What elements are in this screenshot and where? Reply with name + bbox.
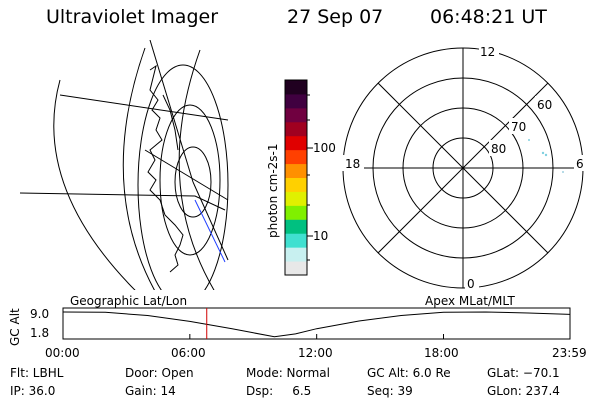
mlt-label-12: 12 bbox=[480, 45, 496, 59]
time-tick-label: 23:59 bbox=[552, 346, 587, 360]
colorbar-swatch bbox=[285, 121, 307, 137]
status-seq: Seq: 39 bbox=[367, 384, 413, 398]
colorbar-tick-10: 10 bbox=[313, 229, 329, 243]
status-glon: GLon: 237.4 bbox=[487, 384, 560, 398]
date-label: 27 Sep 07 bbox=[287, 6, 384, 28]
status-filter: Flt: LBHL bbox=[10, 366, 64, 380]
status-door: Door: Open bbox=[125, 366, 194, 380]
altitude-series-line bbox=[62, 311, 571, 338]
time-tick-label: 06:00 bbox=[171, 346, 206, 360]
status-ip: IP: 36.0 bbox=[10, 384, 56, 398]
colorbar-unit-label: photon cm-2s-1 bbox=[266, 143, 280, 239]
aurora-point bbox=[544, 153, 548, 157]
colorbar-swatch bbox=[285, 80, 307, 95]
timeline-ymax: 9.0 bbox=[30, 307, 50, 321]
status-gain: Gain: 14 bbox=[125, 384, 176, 398]
track-line bbox=[194, 199, 226, 263]
colorbar-swatch bbox=[285, 163, 307, 178]
mlt-label-6: 6 bbox=[576, 157, 584, 171]
aurora-point bbox=[562, 171, 564, 173]
instrument-title: Ultraviolet Imager bbox=[46, 6, 219, 28]
colorbar-swatch bbox=[285, 233, 307, 248]
colorbar-swatch bbox=[285, 177, 307, 192]
lat-label-70: 70 bbox=[511, 120, 527, 134]
colorbar-swatch bbox=[285, 135, 307, 151]
time-tick-label: 12:00 bbox=[298, 346, 333, 360]
aurora-point bbox=[528, 139, 530, 141]
status-dsp: Dsp: 6.5 bbox=[246, 384, 312, 398]
colorbar-swatch bbox=[285, 93, 307, 109]
time-tick-label: 18:00 bbox=[424, 346, 459, 360]
timeline-ymin: 1.8 bbox=[30, 326, 50, 340]
timeline-ylabel: GC Alt bbox=[8, 308, 22, 346]
timeline-plot bbox=[62, 307, 571, 340]
colorbar-tick-100: 100 bbox=[313, 141, 336, 155]
colorbar-swatch bbox=[285, 219, 307, 234]
lat-label-80: 80 bbox=[491, 142, 507, 156]
mlt-label-18: 18 bbox=[345, 157, 361, 171]
polar-plot bbox=[342, 47, 584, 289]
colorbar-swatch bbox=[285, 149, 307, 165]
time-tick-label: 00:00 bbox=[45, 346, 80, 360]
time-label: 06:48:21 UT bbox=[430, 6, 547, 28]
status-gc-alt: GC Alt: 6.0 Re bbox=[367, 366, 451, 380]
right-map-title: Apex MLat/MLT bbox=[425, 294, 515, 308]
left-map-title: Geographic Lat/Lon bbox=[70, 294, 188, 308]
geographic-map bbox=[19, 40, 229, 290]
aurora-point bbox=[541, 151, 545, 155]
mlt-label-0: 0 bbox=[467, 277, 475, 291]
status-glat: GLat: −70.1 bbox=[487, 366, 560, 380]
colorbar-swatch bbox=[285, 191, 307, 206]
colorbar-swatch bbox=[285, 261, 307, 276]
lat-label-60: 60 bbox=[537, 98, 553, 112]
colorbar bbox=[284, 79, 313, 276]
colorbar-swatch bbox=[285, 107, 307, 123]
colorbar-swatch bbox=[285, 247, 307, 262]
colorbar-swatch bbox=[285, 205, 307, 220]
status-mode: Mode: Normal bbox=[246, 366, 330, 380]
